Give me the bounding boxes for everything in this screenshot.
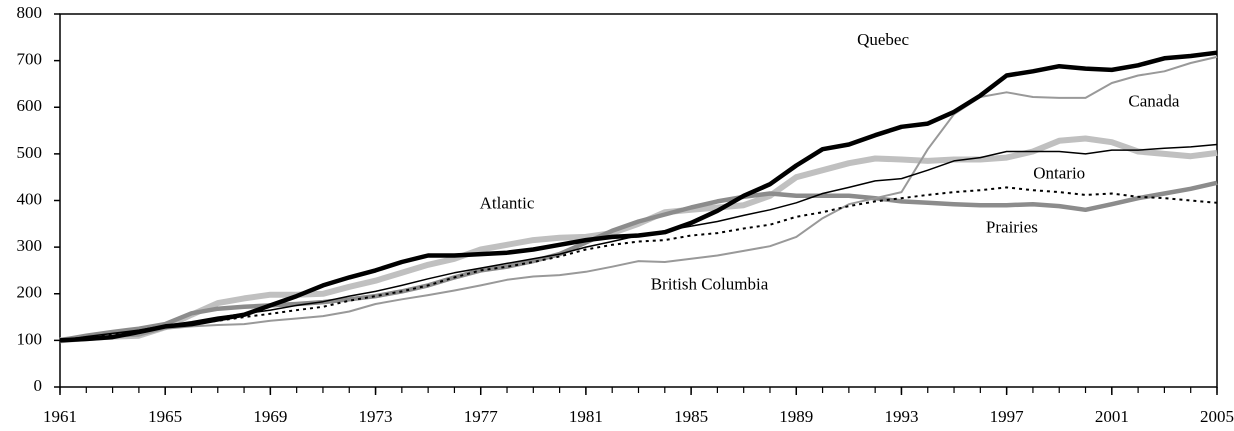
series-line [59,180,1218,343]
x-tick-label: 1997 [990,407,1025,426]
y-tick-label: 500 [17,143,43,162]
series-label: Prairies [986,217,1038,236]
y-tick-label: 800 [17,3,43,22]
x-tick-label: 2001 [1095,407,1129,426]
series-label: Atlantic [480,194,535,213]
x-tick-label: 1961 [43,407,77,426]
x-tick-label: 1993 [884,407,918,426]
series-line [59,55,1218,342]
x-tick-label: 2005 [1200,407,1234,426]
y-tick-label: 400 [17,189,43,208]
series-label: Ontario [1033,163,1085,182]
y-tick-label: 300 [17,236,43,255]
y-tick-label: 200 [17,283,43,302]
x-tick-label: 1981 [569,407,603,426]
x-tick-label: 1973 [359,407,393,426]
series-label: Quebec [857,30,909,49]
x-tick-label: 1989 [779,407,813,426]
y-tick-label: 600 [17,96,43,115]
y-tick-label: 100 [17,329,43,348]
series-label: Canada [1128,91,1179,110]
x-tick-label: 1977 [464,407,499,426]
y-tick-label: 0 [34,376,43,395]
y-tick-label: 700 [17,50,43,69]
x-tick-label: 1969 [253,407,287,426]
series-line [59,50,1218,343]
x-tick-label: 1985 [674,407,708,426]
series-label: British Columbia [651,274,769,293]
x-tick-label: 1965 [148,407,182,426]
